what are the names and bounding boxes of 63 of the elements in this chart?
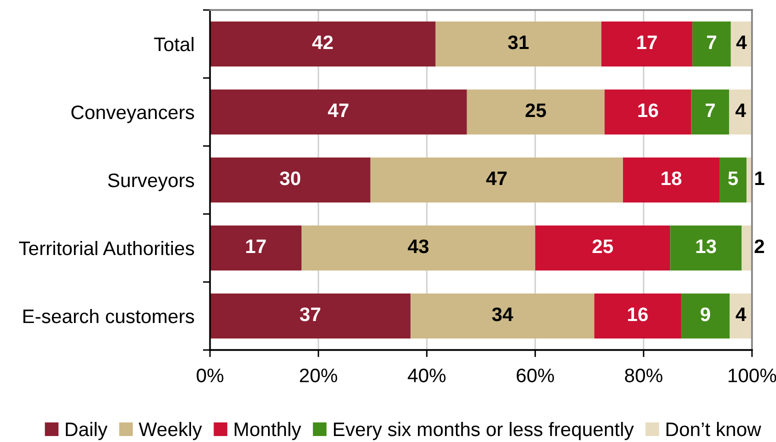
data-label: 7 [707, 36, 716, 50]
bar [681, 294, 730, 338]
data-label: 47 [486, 172, 507, 186]
bar [742, 226, 752, 270]
bar [691, 90, 730, 134]
bar [692, 22, 731, 66]
bar [604, 90, 692, 134]
data-label: 1 [755, 172, 764, 186]
data-label: 13 [696, 239, 716, 254]
data-label: 25 [592, 239, 613, 254]
y-tick-label: Surveyors [108, 173, 194, 192]
bar [210, 90, 467, 134]
data-label: 4 [736, 36, 747, 50]
bar [601, 22, 692, 66]
data-label: 7 [706, 104, 715, 118]
data-label: 43 [408, 239, 429, 254]
bar [670, 226, 742, 270]
data-label: 42 [312, 35, 333, 50]
data-label: 25 [526, 103, 546, 118]
bar [466, 90, 605, 134]
x-tick-label: 100% [728, 368, 776, 382]
y-tick-label: Territorial Authorities [19, 240, 194, 256]
data-label: 16 [628, 307, 648, 322]
x-tick-label: 80% [624, 368, 662, 382]
data-label: 4 [736, 104, 746, 118]
data-label: 17 [637, 36, 657, 50]
data-label: 2 [754, 239, 764, 254]
bar [535, 226, 670, 270]
x-tick-label: 60% [516, 368, 554, 382]
bar [719, 158, 747, 202]
data-label: 31 [508, 35, 529, 50]
y-tick-label: E-search customers [23, 308, 194, 324]
bar [210, 226, 302, 270]
bar [623, 158, 720, 202]
bar [210, 22, 436, 66]
bar [302, 226, 536, 270]
data-label: 17 [246, 240, 266, 254]
bar [729, 90, 752, 134]
data-label: 16 [638, 103, 658, 118]
legend-label: Daily [66, 422, 108, 440]
data-label: 47 [328, 104, 348, 118]
data-label: 5 [728, 172, 738, 186]
bar [594, 294, 681, 338]
bar [370, 158, 624, 202]
legend-label: Don’t know [666, 422, 762, 436]
y-tick-label: Conveyancers [71, 105, 194, 124]
data-label: 9 [700, 307, 710, 322]
y-tick-label: Total [154, 36, 194, 52]
bar [410, 294, 594, 338]
legend-label: Every six months or less frequently [334, 422, 634, 440]
bar [435, 22, 602, 66]
data-label: 4 [736, 308, 746, 322]
x-tick-label: 40% [408, 368, 446, 382]
data-label: 18 [662, 171, 682, 186]
x-tick-label: 0% [196, 368, 224, 382]
bar [210, 158, 370, 202]
data-label: 34 [492, 307, 514, 322]
legend-label: Monthly [234, 422, 302, 440]
x-tick-label: 20% [300, 368, 338, 382]
data-label: 37 [300, 307, 320, 322]
bar [210, 294, 411, 338]
legend-label: Weekly [138, 422, 202, 440]
data-label: 30 [280, 171, 300, 186]
